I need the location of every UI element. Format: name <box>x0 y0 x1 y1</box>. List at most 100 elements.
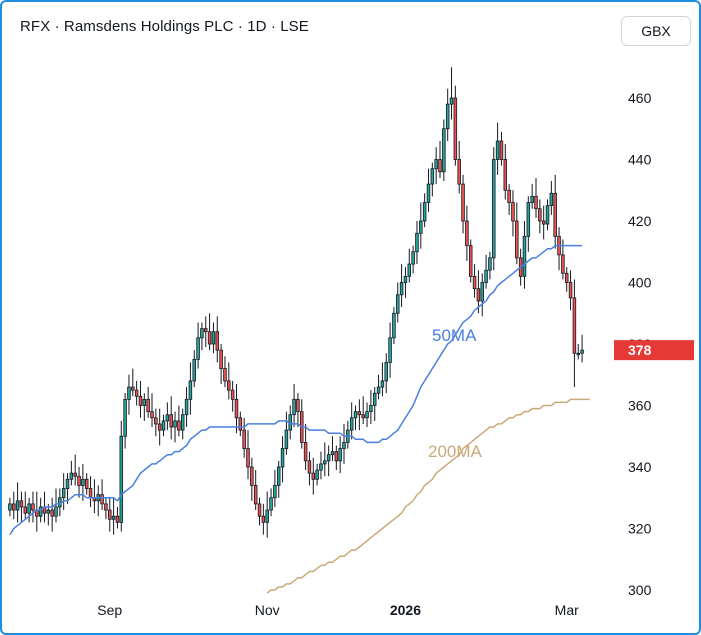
candle-body-down <box>541 220 546 225</box>
candle-body-up <box>123 398 127 437</box>
candle-body-up <box>403 275 408 283</box>
candle-body-up <box>269 497 273 511</box>
candle <box>69 460 74 486</box>
candle <box>230 380 235 412</box>
candle-body-up <box>530 195 534 203</box>
candle <box>545 199 550 231</box>
candle-body-down <box>468 245 473 277</box>
candle <box>492 147 496 271</box>
candle <box>507 184 511 215</box>
candle-body-down <box>307 460 312 474</box>
candle <box>376 374 381 400</box>
candle-body-up <box>422 202 427 222</box>
y-tick-label: 400 <box>628 275 652 291</box>
candle <box>396 282 400 323</box>
candle-body-down <box>438 159 442 173</box>
candle-body-down <box>219 349 223 369</box>
candle-body-up <box>449 97 454 105</box>
candle <box>111 497 116 535</box>
candle-body-up <box>399 282 404 296</box>
candle <box>165 402 170 431</box>
candle <box>280 436 285 483</box>
candle <box>488 251 492 280</box>
candle <box>461 174 465 234</box>
candle-body-up <box>376 386 381 394</box>
candle-body-down <box>150 411 154 419</box>
candle <box>515 202 519 265</box>
candle <box>215 316 220 363</box>
candle-body-down <box>88 488 93 499</box>
candle-body-down <box>476 288 481 302</box>
candle-body-up <box>549 192 554 207</box>
candle-body-up <box>165 414 170 422</box>
candle-body-up <box>349 417 354 431</box>
candle-body-up <box>188 380 193 400</box>
candle-body-down <box>303 441 308 462</box>
candle <box>296 393 300 428</box>
candle-body-down <box>515 220 519 259</box>
candle-body-up <box>442 128 446 173</box>
candle-body-down <box>499 140 504 160</box>
candle <box>15 482 20 523</box>
candle <box>276 460 281 498</box>
candle <box>326 445 331 477</box>
candle <box>388 322 392 378</box>
candle <box>92 479 97 514</box>
x-tick-label: 2026 <box>390 602 421 618</box>
candle-body-up <box>426 183 431 203</box>
candle <box>415 221 419 265</box>
candle <box>261 503 266 535</box>
candle <box>557 227 561 271</box>
candle-body-down <box>561 254 565 274</box>
candle-body-down <box>134 389 139 397</box>
candle-body-down <box>538 208 542 222</box>
candle-body-down <box>50 509 54 517</box>
candle <box>465 205 469 261</box>
candle-body-up <box>580 349 584 354</box>
candle <box>534 177 538 218</box>
candle-body-up <box>127 386 131 400</box>
candle <box>169 396 173 440</box>
candle <box>115 506 120 529</box>
candle <box>146 387 150 418</box>
candle-body-up <box>388 337 392 363</box>
candle-body-up <box>415 232 419 253</box>
last-price-label: 378 <box>628 342 652 358</box>
candle <box>196 322 200 369</box>
candle-body-up <box>495 140 500 160</box>
candle <box>553 174 557 249</box>
candle <box>269 488 273 517</box>
candle <box>442 119 446 182</box>
candle <box>19 491 24 523</box>
y-tick-label: 360 <box>628 398 652 414</box>
candle <box>511 190 515 237</box>
candle-body-up <box>65 478 70 489</box>
candle-body-down <box>357 411 362 416</box>
currency-button[interactable]: GBX <box>621 16 691 46</box>
candle <box>372 387 377 421</box>
candle-body-up <box>430 168 435 185</box>
chart-title: RFX · Ramsdens Holdings PLC · 1D · LSE <box>20 18 309 35</box>
candle-body-up <box>411 251 415 265</box>
candle-body-up <box>492 159 496 259</box>
candle <box>365 402 369 428</box>
candle-body-down <box>296 398 300 413</box>
candle <box>572 279 577 388</box>
candle-body-down <box>177 420 181 431</box>
candle <box>123 393 127 449</box>
candle <box>541 205 546 240</box>
candle <box>472 264 477 298</box>
candle-body-down <box>230 389 235 400</box>
candle-body-up <box>445 103 450 130</box>
candle-body-up <box>142 398 147 406</box>
y-tick-label: 420 <box>628 213 652 229</box>
candle <box>315 463 319 486</box>
candle-body-down <box>73 472 77 477</box>
candle <box>349 402 354 440</box>
y-tick-label: 440 <box>628 152 652 168</box>
candle-body-up <box>276 466 281 486</box>
candle <box>495 122 500 175</box>
candle <box>227 362 231 400</box>
x-tick-label: Sep <box>97 602 122 618</box>
